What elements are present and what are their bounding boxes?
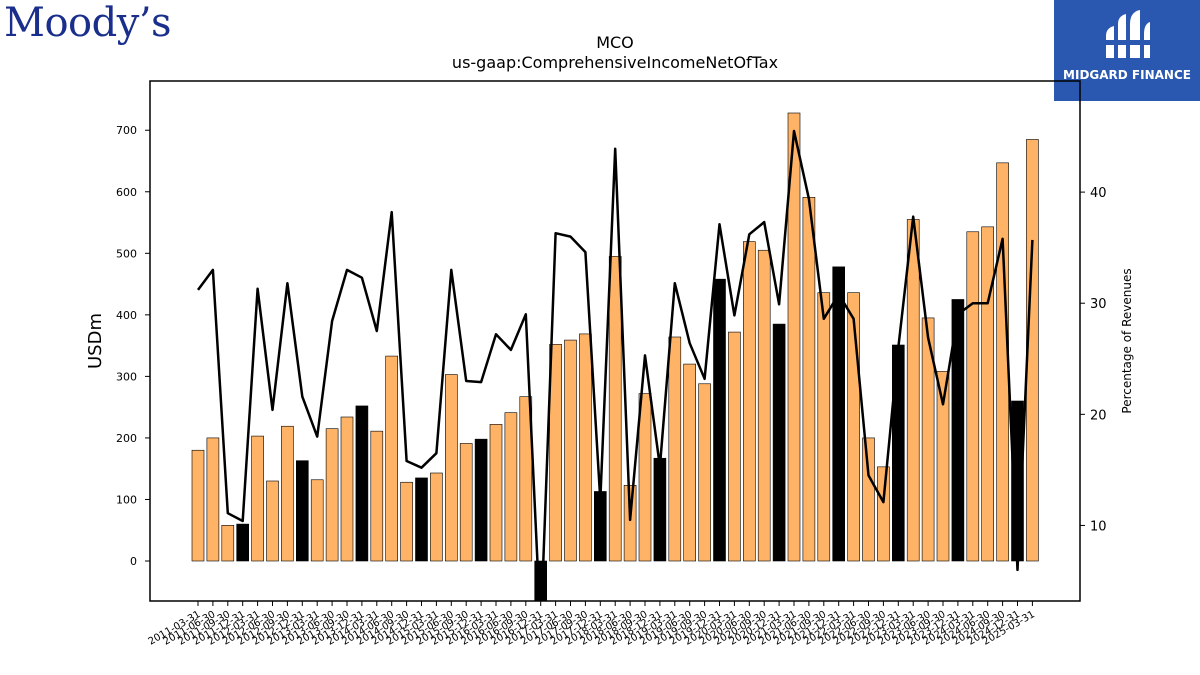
bar xyxy=(400,481,413,562)
y-axis-left: 0 100 200 300 400 500 600 700 xyxy=(116,124,150,568)
y2-tick-label: 40 xyxy=(1090,186,1107,201)
bar xyxy=(295,460,309,562)
y2-tick-label: 20 xyxy=(1090,408,1107,423)
bar xyxy=(847,292,860,562)
bar xyxy=(728,331,741,562)
bar xyxy=(236,523,249,562)
y-axis-right: 10 20 30 40 xyxy=(1080,186,1107,534)
bar xyxy=(638,393,652,562)
bar xyxy=(593,491,607,562)
percentage-line xyxy=(196,129,1034,601)
bar xyxy=(698,383,711,562)
bar xyxy=(772,323,786,562)
moodys-logo: Moody’s xyxy=(4,0,172,46)
bar xyxy=(444,374,458,562)
y-tick-label: 300 xyxy=(116,370,137,383)
bar xyxy=(370,430,384,562)
y-tick-label: 700 xyxy=(116,124,137,137)
bar xyxy=(340,416,354,562)
bar xyxy=(757,249,771,562)
chart-title: MCO xyxy=(596,33,634,52)
midgard-emblem-icon xyxy=(1104,10,1152,58)
bar xyxy=(355,405,369,562)
bar xyxy=(787,112,801,562)
midgard-finance-wordmark: MIDGARD FINANCE xyxy=(1063,68,1191,82)
y-axis-label: USDm xyxy=(85,313,106,369)
bar xyxy=(519,396,533,562)
bar xyxy=(221,525,235,562)
bar xyxy=(832,266,846,562)
bar xyxy=(579,333,592,562)
bar xyxy=(921,317,935,562)
bar xyxy=(742,241,756,562)
plot-frame xyxy=(149,80,1081,602)
bar xyxy=(981,226,995,562)
bar xyxy=(325,428,339,562)
y-tick-label: 0 xyxy=(130,555,137,568)
bar xyxy=(474,438,488,562)
bar xyxy=(623,485,637,562)
bar xyxy=(385,355,399,562)
bar xyxy=(891,344,905,562)
bar xyxy=(608,256,622,562)
bar xyxy=(191,449,205,562)
bar xyxy=(549,344,562,562)
y2-tick-label: 30 xyxy=(1090,297,1107,312)
y-tick-label: 400 xyxy=(116,309,137,322)
x-axis: 2011-03-312011-06-302011-09-302011-12-31… xyxy=(147,601,1037,648)
bar xyxy=(683,363,697,562)
bar xyxy=(251,435,264,562)
bar xyxy=(668,336,682,562)
y2-tick-label: 10 xyxy=(1090,519,1107,534)
chart-subtitle: us-gaap:ComprehensiveIncomeNetOfTax xyxy=(452,53,778,72)
bar xyxy=(504,412,518,562)
bar-series xyxy=(191,112,1039,601)
bar xyxy=(459,443,473,562)
bar xyxy=(206,437,220,562)
bar xyxy=(936,371,950,562)
bar xyxy=(310,479,324,562)
bar xyxy=(430,472,443,562)
bar xyxy=(713,278,726,562)
bar xyxy=(802,197,816,562)
bar xyxy=(951,299,965,562)
y2-axis-label: Percentage of Revenues xyxy=(1120,268,1134,413)
y-tick-label: 500 xyxy=(116,247,137,260)
midgard-finance-logo: MIDGARD FINANCE xyxy=(1054,0,1200,101)
bar xyxy=(415,477,428,562)
bar xyxy=(489,424,503,562)
bar xyxy=(966,231,980,562)
y-tick-label: 100 xyxy=(116,493,137,506)
bar xyxy=(281,425,294,562)
bar xyxy=(564,339,577,562)
line-series xyxy=(196,129,1034,601)
bar xyxy=(906,219,920,562)
y-tick-label: 600 xyxy=(116,186,137,199)
bar xyxy=(817,292,831,562)
bar xyxy=(877,466,890,562)
bar xyxy=(653,457,667,562)
bar xyxy=(862,437,875,562)
bar xyxy=(996,162,1009,562)
y-tick-label: 200 xyxy=(116,432,137,445)
bar xyxy=(266,480,279,562)
